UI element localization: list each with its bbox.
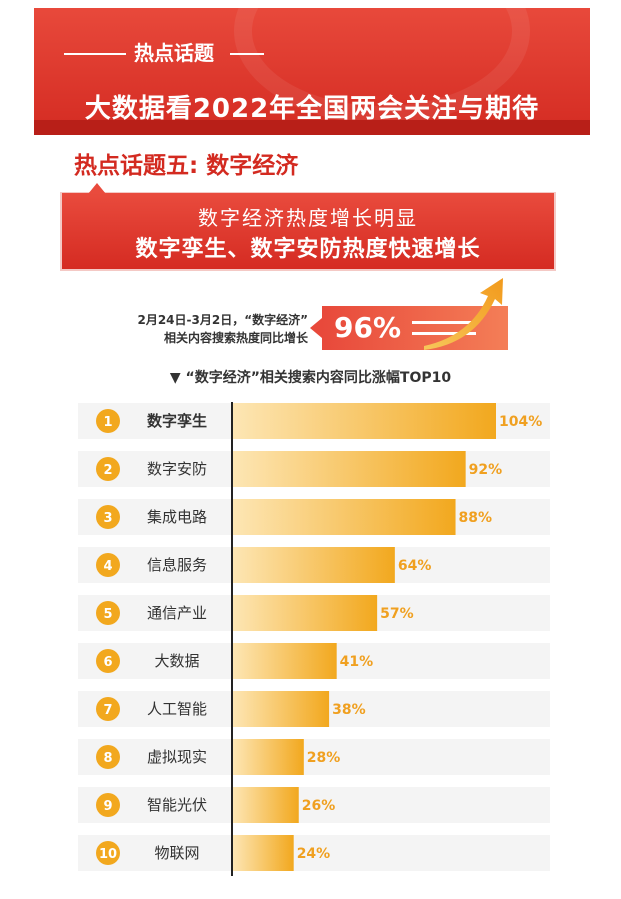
rank-badge <box>96 409 120 433</box>
bar <box>233 643 337 679</box>
stat-desc-line1: 2月24日-3月2日，“数字经济” <box>137 313 308 327</box>
stat-decoration-lines <box>412 321 476 335</box>
bar <box>233 739 304 775</box>
rank-badge <box>96 505 120 529</box>
bar <box>233 787 299 823</box>
stat-desc-line2: 相关内容搜索热度同比增长 <box>163 331 308 345</box>
bar <box>233 547 395 583</box>
rank-number: 6 <box>103 655 112 670</box>
tag-right-line <box>230 53 264 55</box>
value-label: 64% <box>398 558 432 574</box>
rank-number: 7 <box>103 703 112 718</box>
rank-number: 3 <box>103 511 112 526</box>
category-label: 物联网 <box>154 844 199 862</box>
value-label: 88% <box>459 510 493 526</box>
bar <box>233 835 294 871</box>
section-title: 热点话题五: 数字经济 <box>74 153 299 179</box>
callout-line1: 数字经济热度增长明显 <box>198 206 418 230</box>
bar <box>233 499 456 535</box>
category-label: 通信产业 <box>147 604 207 622</box>
rank-number: 9 <box>103 799 112 814</box>
value-label: 38% <box>332 702 366 718</box>
rank-number: 1 <box>103 415 112 430</box>
growth-arrow-icon <box>424 278 503 350</box>
callout-line2: 数字孪生、数字安防热度快速增长 <box>135 237 481 262</box>
category-label: 智能光伏 <box>147 796 207 814</box>
chart-row-bg <box>78 739 550 775</box>
stat-pointer <box>310 318 322 338</box>
rank-number: 8 <box>103 751 112 766</box>
value-label: 92% <box>469 462 503 478</box>
tag-left-line <box>64 53 126 55</box>
chart-title: ▼ “数字经济”相关搜索内容同比涨幅TOP10 <box>169 370 452 386</box>
rank-number: 10 <box>99 847 117 862</box>
value-label: 28% <box>307 750 341 766</box>
page-title: 大数据看2022年全国两会关注与期待 <box>84 94 540 124</box>
rank-number: 5 <box>103 607 112 622</box>
bar <box>233 403 496 439</box>
bar <box>233 595 378 631</box>
rank-number: 4 <box>103 559 112 574</box>
rank-badge <box>96 601 120 625</box>
bar <box>233 451 466 487</box>
callout-pointer <box>88 183 106 194</box>
category-label: 人工智能 <box>147 700 207 718</box>
header-tag: 热点话题 <box>134 41 214 65</box>
rank-badge <box>96 697 120 721</box>
rank-badge <box>96 841 120 865</box>
category-label: 大数据 <box>154 652 199 670</box>
rank-badge <box>96 649 120 673</box>
stat-box: 96% <box>322 306 508 350</box>
category-label: 集成电路 <box>147 508 207 526</box>
rank-badge <box>96 745 120 769</box>
chart-row-bg <box>78 787 550 823</box>
bar <box>233 691 330 727</box>
value-label: 104% <box>499 414 542 430</box>
category-label: 数字安防 <box>147 460 207 478</box>
category-label: 信息服务 <box>147 556 207 574</box>
value-label: 57% <box>380 606 414 622</box>
callout-box: 数字经济热度增长明显 数字孪生、数字安防热度快速增长 <box>62 193 554 269</box>
rank-badge <box>96 457 120 481</box>
banner-shadow <box>34 120 590 135</box>
chart-row-bg <box>78 835 550 871</box>
value-label: 24% <box>297 846 331 862</box>
rank-badge <box>96 793 120 817</box>
stat-value: 96% <box>334 311 402 344</box>
value-label: 26% <box>302 798 336 814</box>
rank-number: 2 <box>103 463 112 478</box>
value-label: 41% <box>340 654 374 670</box>
stat-description: 2月24日-3月2日，“数字经济” 相关内容搜索热度同比增长 <box>70 311 308 347</box>
category-label: 虚拟现实 <box>147 748 207 766</box>
category-label: 数字孪生 <box>147 412 207 430</box>
rank-badge <box>96 553 120 577</box>
header-banner: 热点话题 大数据看2022年全国两会关注与期待 <box>34 8 590 135</box>
